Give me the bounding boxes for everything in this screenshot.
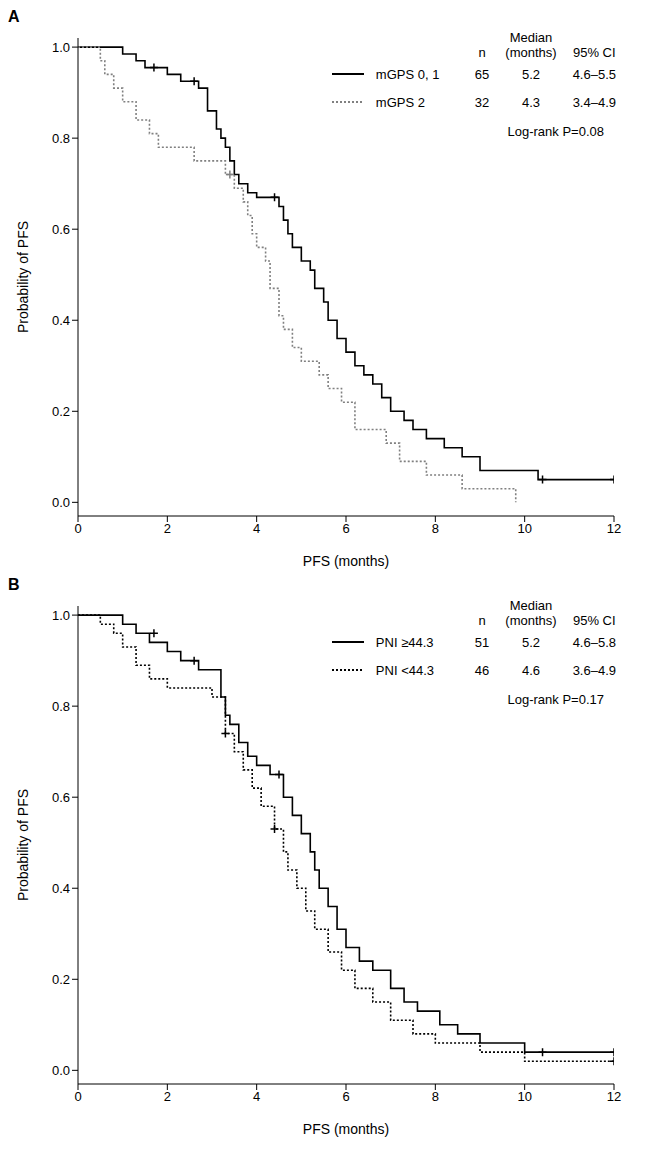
html-text:65: 65 bbox=[474, 66, 490, 82]
html-text:5.2: 5.2 bbox=[521, 66, 540, 82]
svg-text:12: 12 bbox=[607, 1089, 621, 1104]
html-text:mGPS 0, 1: mGPS 0, 1 bbox=[375, 66, 440, 82]
html-text:n: n bbox=[478, 45, 486, 60]
html-text:B: B bbox=[8, 576, 20, 593]
html-text:51: 51 bbox=[474, 634, 490, 650]
svg-text:4: 4 bbox=[253, 1089, 260, 1104]
html-text:3.4–4.9: 3.4–4.9 bbox=[572, 94, 616, 110]
svg-text:6: 6 bbox=[342, 521, 349, 536]
svg-text:0.8: 0.8 bbox=[52, 699, 70, 714]
html-text:4.6–5.8: 4.6–5.8 bbox=[572, 634, 616, 650]
html-text:5.2: 5.2 bbox=[521, 634, 540, 650]
svg-text:0: 0 bbox=[74, 521, 81, 536]
html-text:4.3: 4.3 bbox=[521, 94, 540, 110]
html-text:PNI ≥44.3: PNI ≥44.3 bbox=[375, 634, 434, 650]
svg-text:0.4: 0.4 bbox=[52, 881, 70, 896]
html-text:Log-rank P=0.17: Log-rank P=0.17 bbox=[507, 692, 604, 707]
svg-text:12: 12 bbox=[607, 521, 621, 536]
svg-text:Probability of PFS: Probability of PFS bbox=[15, 789, 31, 901]
svg-text:1.0: 1.0 bbox=[52, 40, 70, 55]
svg-text:0.0: 0.0 bbox=[52, 495, 70, 510]
html-text:32: 32 bbox=[474, 94, 490, 110]
html-text:Median: Median bbox=[509, 598, 553, 613]
html-text:PNI <44.3: PNI <44.3 bbox=[375, 662, 434, 678]
html-text:(months): (months) bbox=[505, 45, 557, 60]
svg-text:0.6: 0.6 bbox=[52, 790, 70, 805]
svg-text:10: 10 bbox=[517, 1089, 531, 1104]
html-text:95% CI: 95% CI bbox=[573, 613, 616, 628]
svg-text:4: 4 bbox=[253, 521, 260, 536]
svg-text:PFS (months): PFS (months) bbox=[303, 553, 389, 569]
html-text:n: n bbox=[478, 613, 486, 628]
svg-text:0.6: 0.6 bbox=[52, 222, 70, 237]
html-text:46: 46 bbox=[474, 662, 490, 678]
html-text:mGPS 2: mGPS 2 bbox=[375, 94, 425, 110]
svg-text:0.8: 0.8 bbox=[52, 131, 70, 146]
svg-text:Probability of PFS: Probability of PFS bbox=[15, 221, 31, 333]
html-text:Log-rank P=0.08: Log-rank P=0.08 bbox=[507, 124, 604, 139]
svg-text:0.0: 0.0 bbox=[52, 1063, 70, 1078]
svg-text:10: 10 bbox=[517, 521, 531, 536]
html-text:4.6–5.5: 4.6–5.5 bbox=[572, 66, 616, 82]
svg-text:0.4: 0.4 bbox=[52, 313, 70, 328]
svg-text:PFS (months): PFS (months) bbox=[303, 1121, 389, 1137]
html-text:95% CI: 95% CI bbox=[573, 45, 616, 60]
svg-text:0.2: 0.2 bbox=[52, 404, 70, 419]
html-text:3.6–4.9: 3.6–4.9 bbox=[572, 662, 616, 678]
svg-text:1.0: 1.0 bbox=[52, 608, 70, 623]
svg-text:2: 2 bbox=[164, 1089, 171, 1104]
html-text:(months): (months) bbox=[505, 613, 557, 628]
svg-text:0: 0 bbox=[74, 1089, 81, 1104]
svg-text:8: 8 bbox=[432, 521, 439, 536]
svg-text:6: 6 bbox=[342, 1089, 349, 1104]
html-text:Median: Median bbox=[509, 30, 553, 45]
svg-text:0.2: 0.2 bbox=[52, 972, 70, 987]
svg-text:8: 8 bbox=[432, 1089, 439, 1104]
html-text:4.6: 4.6 bbox=[521, 662, 540, 678]
html-text:A: A bbox=[8, 8, 20, 25]
svg-text:2: 2 bbox=[164, 521, 171, 536]
